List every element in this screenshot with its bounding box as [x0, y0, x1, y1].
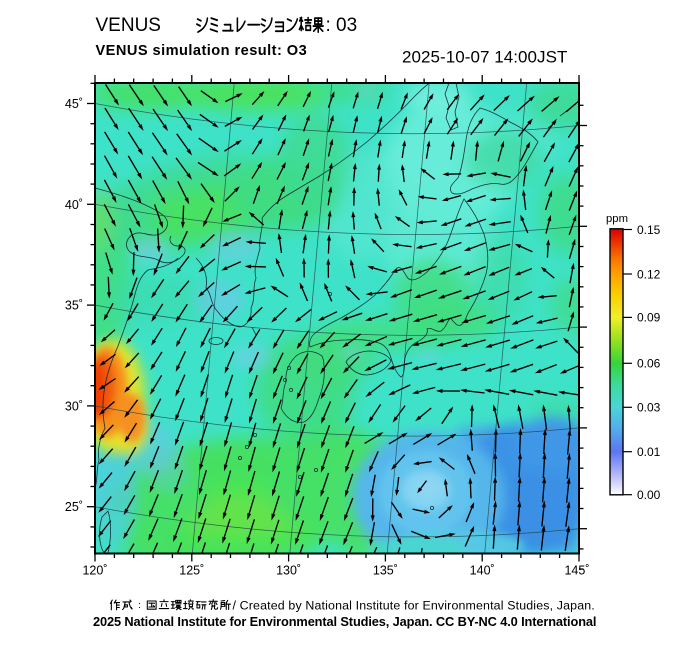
svg-text:40˚: 40˚ — [65, 198, 83, 212]
svg-text:140˚: 140˚ — [470, 564, 495, 578]
svg-text:0.09: 0.09 — [637, 311, 661, 325]
svg-text:130˚: 130˚ — [276, 564, 301, 578]
svg-text:0.12: 0.12 — [637, 267, 661, 281]
svg-text:0.06: 0.06 — [637, 357, 661, 371]
svg-text:120˚: 120˚ — [82, 564, 107, 578]
svg-text:145˚: 145˚ — [564, 564, 589, 578]
svg-text:VENUS simulation result: O3: VENUS simulation result: O3 — [96, 43, 308, 59]
svg-text:2025-10-07 14:00JST: 2025-10-07 14:00JST — [402, 48, 567, 67]
svg-text:30˚: 30˚ — [65, 399, 83, 413]
svg-text:35˚: 35˚ — [65, 299, 83, 313]
svg-text:125˚: 125˚ — [179, 564, 204, 578]
svg-text:ppm: ppm — [606, 213, 628, 225]
svg-text:/ Created by National Institut: / Created by National Institute for Envi… — [233, 599, 595, 613]
svg-text:0.03: 0.03 — [637, 401, 661, 415]
svg-text:0.15: 0.15 — [637, 223, 661, 237]
svg-text:25˚: 25˚ — [65, 500, 83, 514]
svg-text:VENUS: VENUS — [96, 15, 161, 36]
svg-text:0.01: 0.01 — [637, 445, 661, 459]
svg-text:0.00: 0.00 — [637, 488, 661, 502]
svg-text:135˚: 135˚ — [373, 564, 398, 578]
svg-text:2025 National Institute for En: 2025 National Institute for Environmenta… — [93, 614, 596, 629]
svg-text:45˚: 45˚ — [65, 97, 83, 111]
svg-text:: 03: : 03 — [326, 15, 358, 36]
